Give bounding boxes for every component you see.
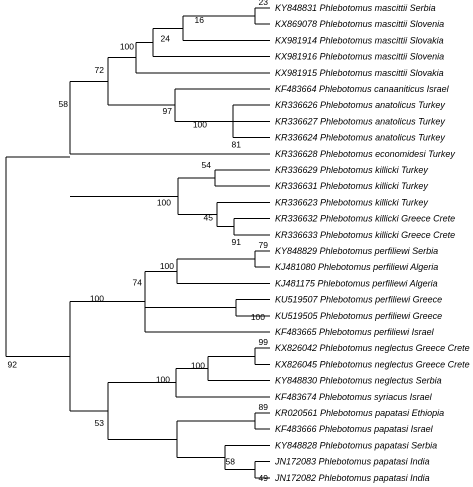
bootstrap-value: 79 — [259, 240, 269, 250]
taxon-label: KX981915 Phlebotomus mascittii Slovakia — [275, 68, 444, 78]
bootstrap-value: 100 — [160, 261, 174, 271]
bootstrap-value: 81 — [232, 140, 242, 150]
taxon-label: KF483674 Phlebotomus syriacus Israel — [275, 392, 433, 402]
tree-branches — [5, 7, 270, 479]
taxon-label: KR336633 Phlebotomus killicki Greece Cre… — [275, 230, 455, 240]
bootstrap-value: 58 — [226, 457, 236, 467]
taxon-label: KR336628 Phlebotomus economidesi Turkey — [275, 149, 455, 159]
bootstrap-value: 16 — [195, 15, 205, 25]
taxon-label: KR336624 Phlebotomus anatolicus Turkey — [275, 133, 445, 143]
taxon-label: KY848828 Phlebotomus papatasi Serbia — [275, 440, 437, 450]
taxon-label: KY848831 Phlebotomus mascittii Serbia — [275, 3, 436, 13]
bootstrap-value: 100 — [156, 375, 170, 385]
bootstrap-value: 24 — [161, 33, 171, 43]
bootstrap-value: 92 — [8, 359, 18, 369]
bootstrap-value: 100 — [191, 360, 205, 370]
taxon-label: KR336632 Phlebotomus killicki Greece Cre… — [275, 214, 455, 224]
bootstrap-value: 100 — [193, 119, 207, 129]
support-values: 23 16 24 100 72 97 100 81 58 54 100 45 91 79 100 74 100 1… — [8, 0, 269, 483]
bootstrap-value: 100 — [251, 312, 265, 322]
taxon-label: KF483666 Phlebotomus papatasi Israel — [275, 424, 434, 434]
taxon-label: KX826042 Phlebotomus neglectus Greece Cr… — [275, 343, 470, 353]
taxon-label: KR336627 Phlebotomus anatolicus Turkey — [275, 116, 445, 126]
taxon-label: KU519507 Phlebotomus perfiliewi Greece — [275, 295, 442, 305]
taxon-label: KF483665 Phlebotomus perfiliewi Israel — [275, 327, 435, 337]
taxon-label: KR336626 Phlebotomus anatolicus Turkey — [275, 100, 445, 110]
bootstrap-value: 53 — [95, 418, 105, 428]
bootstrap-value: 100 — [90, 294, 104, 304]
bootstrap-value: 89 — [259, 402, 269, 412]
taxon-label: KJ481175 Phlebotomus perfiliewi Algeria — [275, 278, 438, 288]
taxon-label: KX981914 Phlebotomus mascittii Slovakia — [275, 35, 444, 45]
taxon-label: KR336623 Phlebotomus killicki Turkey — [275, 197, 428, 207]
taxon-label: JN172082 Phlebotomus papatasi India — [274, 473, 430, 483]
taxon-label: KX826045 Phlebotomus neglectus Greece Cr… — [275, 359, 470, 369]
bootstrap-value: 58 — [59, 99, 69, 109]
taxon-label: KY848830 Phlebotomus neglectus Serbia — [275, 376, 442, 386]
bootstrap-value: 100 — [120, 41, 134, 51]
bootstrap-value: 91 — [232, 237, 242, 247]
taxon-label: JN172083 Phlebotomus papatasi India — [274, 457, 430, 467]
bootstrap-value: 49 — [259, 473, 269, 483]
bootstrap-value: 99 — [259, 337, 269, 347]
bootstrap-value: 72 — [95, 65, 105, 75]
bootstrap-value: 23 — [259, 0, 269, 7]
taxon-label: KF483664 Phlebotomus canaaniticus Israel — [275, 84, 450, 94]
taxon-label: KR336631 Phlebotomus killicki Turkey — [275, 181, 428, 191]
taxon-label: KU519505 Phlebotomus perfiliewi Greece — [275, 311, 442, 321]
bootstrap-value: 97 — [163, 106, 173, 116]
taxon-label: KR020561 Phlebotomus papatasi Ethiopia — [275, 408, 444, 418]
bootstrap-value: 45 — [204, 213, 214, 223]
taxon-label: KX981916 Phlebotomus mascittii Slovenia — [275, 52, 444, 62]
bootstrap-value: 100 — [157, 197, 171, 207]
taxon-label: KR336629 Phlebotomus killicki Turkey — [275, 165, 428, 175]
taxon-label: KY848829 Phlebotomus perfiliewi Serbia — [275, 246, 438, 256]
bootstrap-value: 54 — [202, 160, 212, 170]
taxon-label: KJ481080 Phlebotomus perfiliewi Algeria — [275, 262, 438, 272]
taxon-labels: KY848831 Phlebotomus mascittii Serbia KX8… — [274, 3, 470, 483]
bootstrap-value: 74 — [133, 277, 143, 287]
taxon-label: KX869078 Phlebotomus mascittii Slovenia — [275, 19, 444, 29]
